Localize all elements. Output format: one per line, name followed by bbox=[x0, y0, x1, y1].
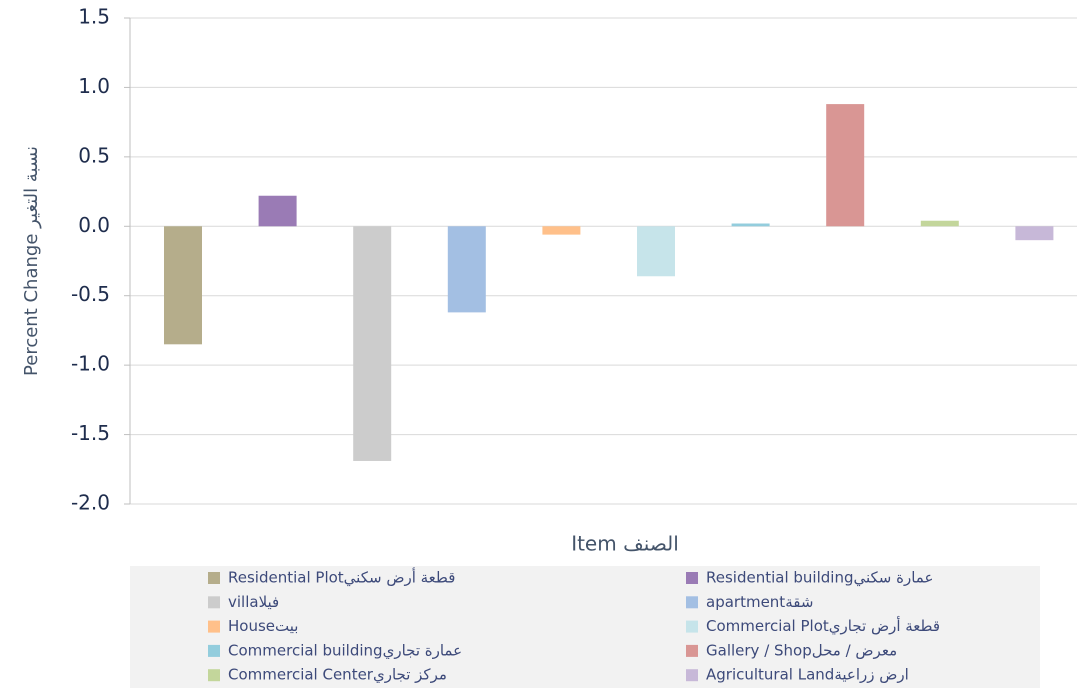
legend-swatch bbox=[686, 596, 698, 609]
legend-label: قطعة أرض تجاريCommercial Plot bbox=[706, 616, 940, 636]
legend-label: عمارة تجاريCommercial building bbox=[228, 641, 462, 660]
bar bbox=[447, 226, 486, 313]
y-tick-label: -2.0 bbox=[71, 491, 110, 515]
y-tick-label: 1.0 bbox=[78, 74, 110, 98]
y-tick-label: -1.0 bbox=[71, 352, 110, 376]
legend-label: مركز تجاريCommercial Center bbox=[228, 666, 447, 685]
bar bbox=[164, 226, 202, 345]
bar bbox=[542, 226, 581, 235]
y-tick-label: 0.0 bbox=[78, 213, 110, 237]
bar bbox=[1015, 226, 1054, 241]
y-tick-label: 0.5 bbox=[78, 143, 110, 167]
legend-swatch bbox=[208, 596, 220, 609]
legend-label: شقةapartment bbox=[706, 593, 813, 611]
legend-swatch bbox=[686, 620, 698, 633]
legend-swatch bbox=[208, 644, 220, 657]
legend-box bbox=[130, 566, 1040, 688]
bar bbox=[731, 223, 770, 227]
bar bbox=[353, 226, 392, 461]
y-tick-label: 1.5 bbox=[78, 5, 110, 29]
legend-label: قطعة أرض سكنيResidential Plot bbox=[228, 568, 455, 588]
legend-swatch bbox=[686, 669, 698, 682]
legend-label: عمارة سكنيResidential building bbox=[706, 569, 933, 588]
legend-swatch bbox=[208, 572, 220, 584]
legend-label: فيلاvilla bbox=[228, 593, 279, 611]
bar bbox=[637, 226, 675, 277]
y-axis-label: Percent Change نسبة التغير bbox=[21, 146, 42, 376]
legend-swatch bbox=[208, 620, 220, 633]
legend-label: بيتHouse bbox=[228, 617, 298, 635]
bar bbox=[258, 195, 297, 227]
legend-label: ارض زراعيةAgricultural Land bbox=[706, 666, 909, 684]
legend-swatch bbox=[686, 572, 698, 584]
bar bbox=[920, 220, 959, 227]
x-axis-label: الصنف Item bbox=[571, 532, 679, 556]
legend-label: معرض / محلGallery / Shop bbox=[706, 641, 897, 659]
y-tick-label: -0.5 bbox=[71, 282, 110, 306]
bar bbox=[826, 104, 865, 227]
legend-swatch bbox=[208, 669, 220, 682]
y-tick-label: -1.5 bbox=[71, 421, 110, 445]
legend-swatch bbox=[686, 644, 698, 657]
